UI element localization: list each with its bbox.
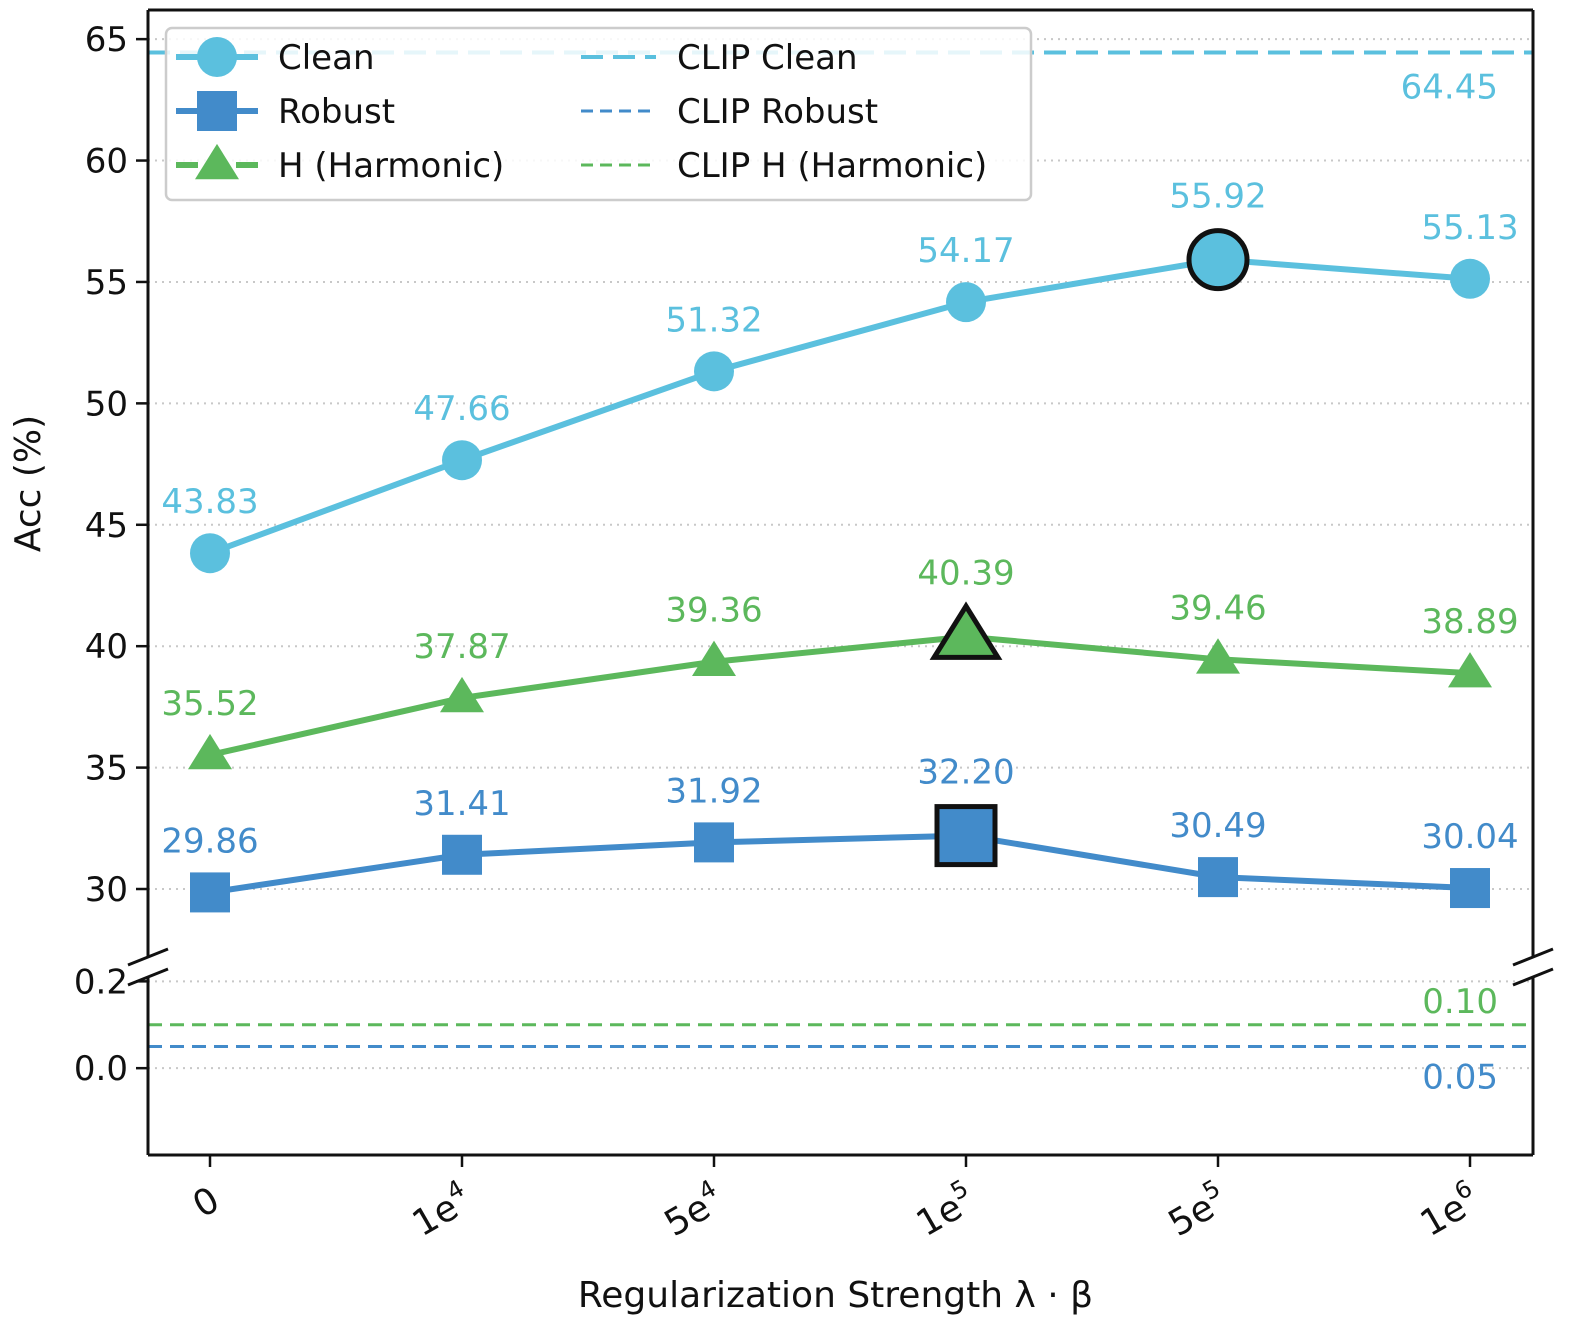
legend-swatch-marker: [197, 37, 237, 77]
data-point: [190, 533, 230, 574]
data-point: [694, 822, 734, 863]
data-point: [934, 804, 998, 868]
data-label: 37.87: [413, 627, 510, 667]
legend-label: CLIP Clean: [677, 38, 858, 78]
x-axis-ticks: 0 1e4 5e4 1e5 5e5 1e6: [186, 1155, 1487, 1245]
y-tick-label: 0.0: [74, 1049, 128, 1089]
x-tick-exponent: 5: [1198, 1174, 1225, 1206]
y-tick-label: 55: [85, 263, 128, 303]
x-tick-exponent: 5: [946, 1174, 973, 1206]
data-label: 35.52: [161, 684, 258, 724]
axis-break-mark: [127, 947, 169, 967]
data-point: [946, 282, 986, 323]
data-point: [1198, 857, 1238, 898]
legend-swatch-marker: [195, 143, 239, 180]
y-tick-label: 45: [85, 506, 128, 546]
legend-label: Robust: [278, 92, 395, 132]
data-label: 30.04: [1421, 817, 1518, 857]
x-tick-label: 1e5: [907, 1174, 983, 1245]
data-label: 47.66: [413, 389, 510, 429]
data-point: [1186, 228, 1250, 292]
data-point: [442, 834, 482, 875]
y-tick-label: 30: [85, 870, 128, 910]
data-point: [692, 640, 736, 677]
axis-break-mark: [1512, 967, 1554, 987]
x-tick-label: 1e4: [403, 1174, 479, 1245]
data-label: 31.41: [413, 784, 510, 824]
data-point: [442, 440, 482, 481]
legend-box: [164, 26, 1033, 202]
series-group: [188, 228, 1492, 913]
data-point: [1450, 258, 1490, 299]
data-label: 31.92: [665, 771, 762, 811]
series-line: [209, 633, 1471, 758]
data-point: [188, 733, 232, 770]
data-point: [929, 601, 1003, 660]
data-point: [694, 351, 734, 392]
data-label: 43.83: [161, 482, 258, 522]
y-axis-label: Acc (%): [8, 415, 49, 552]
x-tick-label: 5e5: [1159, 1174, 1235, 1245]
data-label: 55.92: [1169, 177, 1266, 217]
x-axis-label: Regularization Strength λ · β: [578, 1275, 1093, 1316]
data-label: 39.36: [665, 591, 762, 631]
y-tick-label: 40: [85, 627, 128, 667]
data-label: 30.49: [1169, 806, 1266, 846]
axes-frame: [127, 8, 1554, 1157]
y-tick-label: 65: [85, 20, 128, 60]
x-tick-label: 1e6: [1411, 1174, 1487, 1245]
y-tick-label: 35: [85, 749, 128, 789]
x-tick-label: 5e4: [655, 1174, 731, 1245]
series-line: [209, 832, 1471, 896]
axis-break-mark: [1512, 947, 1554, 967]
data-point: [1450, 868, 1490, 909]
legend-label: CLIP H (Harmonic): [677, 146, 987, 186]
legend-swatch-marker: [197, 91, 237, 131]
data-point: [1196, 638, 1240, 674]
data-point: [190, 872, 230, 913]
legend: Clean Robust H (Harmonic) CLIP Clean CLIP Ro…: [164, 26, 1033, 202]
legend-label: H (Harmonic): [278, 146, 504, 186]
x-tick-exponent: 4: [694, 1174, 721, 1206]
series-line: [208, 256, 1471, 557]
axis-break-mark: [127, 967, 169, 987]
data-point: [440, 676, 484, 713]
data-label: 29.86: [161, 821, 258, 861]
reference-label: 64.45: [1401, 67, 1498, 107]
x-tick-label: 0: [186, 1179, 226, 1226]
x-tick-exponent: 6: [1450, 1174, 1477, 1206]
x-tick-exponent: 4: [442, 1174, 469, 1206]
legend-label: CLIP Robust: [677, 92, 878, 132]
reference-label: 0.10: [1422, 982, 1498, 1022]
legend-label: Clean: [278, 38, 375, 78]
y-axis-ticks: 30 35 40 45 50 55 60 65 0.0 0.2: [74, 20, 148, 1089]
y-tick-label: 60: [85, 142, 128, 182]
reference-label: 0.05: [1422, 1057, 1498, 1097]
data-point: [1448, 652, 1492, 688]
reference-lines: 64.45 0.05 0.10: [148, 50, 1533, 1097]
data-label: 39.46: [1169, 588, 1266, 628]
y-tick-label: 50: [85, 384, 128, 424]
data-label: 55.13: [1421, 208, 1518, 248]
data-labels: 43.83 47.66 51.32 54.17 55.92 55.13 29.86 31.41…: [161, 177, 1518, 862]
data-label: 32.20: [917, 753, 1014, 793]
data-label: 38.89: [1421, 602, 1518, 642]
data-label: 54.17: [917, 231, 1014, 271]
data-label: 40.39: [917, 554, 1014, 594]
data-label: 51.32: [665, 300, 762, 340]
y-tick-label: 0.2: [74, 962, 128, 1002]
